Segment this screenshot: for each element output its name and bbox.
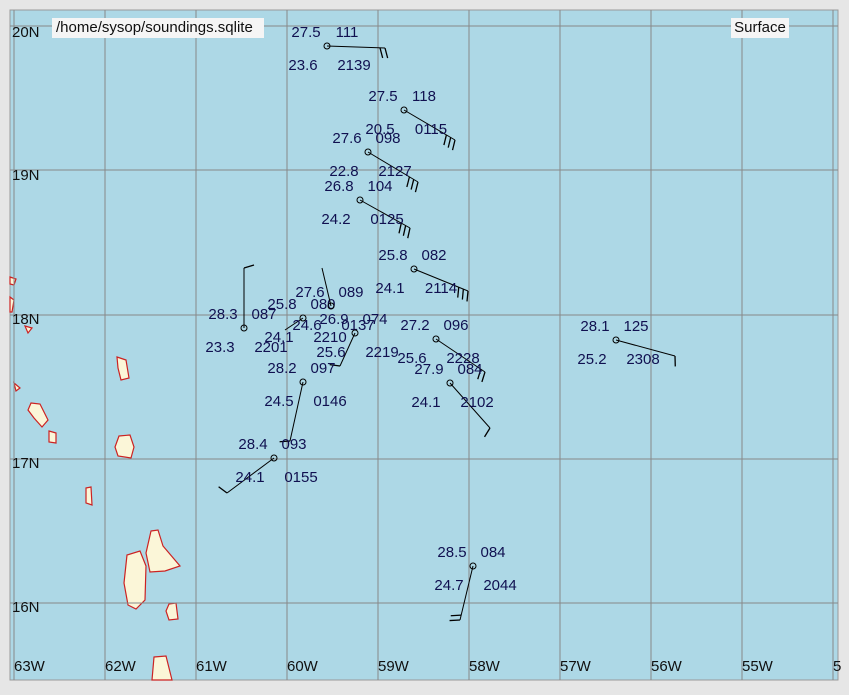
station-time: 2139	[337, 57, 370, 74]
station-temperature: 27.9	[414, 361, 443, 378]
lon-label: 58W	[469, 658, 501, 675]
station-dewpoint: 24.1	[264, 329, 293, 346]
station-time: 0155	[284, 469, 317, 486]
station-time: 0125	[370, 211, 403, 228]
station-temperature: 27.5	[368, 88, 397, 105]
lon-label: 61W	[196, 658, 228, 675]
station-pressure: 084	[480, 544, 505, 561]
lon-label: 63W	[14, 658, 46, 675]
station-temperature: 28.2	[267, 360, 296, 377]
lon-label: 56W	[651, 658, 683, 675]
station-temperature: 28.5	[437, 544, 466, 561]
station-pressure: 125	[623, 318, 648, 335]
station-time: 2219	[365, 344, 398, 361]
station-pressure: 082	[421, 247, 446, 264]
station-dewpoint: 25.6	[316, 344, 345, 361]
source-path: /home/sysop/soundings.sqlite	[56, 19, 253, 36]
station-pressure: 074	[362, 311, 387, 328]
station-time: 2308	[626, 351, 659, 368]
station-temperature: 28.4	[238, 436, 267, 453]
station-pressure: 104	[367, 178, 392, 195]
station-dewpoint: 24.1	[411, 394, 440, 411]
station-dewpoint: 25.2	[577, 351, 606, 368]
station-temperature: 27.6	[295, 284, 324, 301]
station-pressure: 084	[457, 361, 482, 378]
lon-label: 62W	[105, 658, 137, 675]
station-time: 2102	[460, 394, 493, 411]
level-label: Surface	[734, 19, 786, 36]
station-dewpoint: 23.3	[205, 339, 234, 356]
station-dewpoint: 24.1	[235, 469, 264, 486]
station-pressure: 097	[310, 360, 335, 377]
station-pressure: 098	[375, 130, 400, 147]
station-dewpoint: 24.1	[375, 280, 404, 297]
station-dewpoint: 24.7	[434, 577, 463, 594]
station-pressure: 111	[336, 24, 359, 41]
lon-label: 57W	[560, 658, 592, 675]
lon-label: 55W	[742, 658, 774, 675]
station-dewpoint: 24.6	[292, 317, 321, 334]
station-dewpoint: 24.2	[321, 211, 350, 228]
station-pressure: 089	[338, 284, 363, 301]
station-pressure: 096	[443, 317, 468, 334]
station-time: 2114	[425, 280, 457, 297]
lat-label: 19N	[12, 167, 40, 184]
station-dewpoint: 23.6	[288, 57, 317, 74]
station-temperature: 26.9	[319, 311, 348, 328]
lat-label: 20N	[12, 24, 40, 41]
wind-barb	[450, 620, 460, 621]
station-time: 0115	[415, 121, 447, 138]
wind-barb	[451, 615, 461, 616]
station-temperature: 26.8	[324, 178, 353, 195]
station-temperature: 25.8	[378, 247, 407, 264]
station-temperature: 28.3	[208, 306, 237, 323]
station-time: 0146	[313, 393, 346, 410]
lon-label: 60W	[287, 658, 319, 675]
station-temperature: 27.2	[400, 317, 429, 334]
station-dewpoint: 24.5	[264, 393, 293, 410]
station-time: 2044	[483, 577, 516, 594]
lon-label: 5	[833, 658, 841, 675]
station-pressure: 118	[412, 88, 436, 105]
station-pressure: 093	[281, 436, 306, 453]
lat-label: 18N	[12, 311, 40, 328]
lat-label: 17N	[12, 455, 40, 472]
station-temperature: 27.5	[291, 24, 320, 41]
lat-label: 16N	[12, 599, 40, 616]
station-temperature: 25.8	[267, 296, 296, 313]
lon-label: 59W	[378, 658, 410, 675]
station-temperature: 28.1	[580, 318, 609, 335]
station-temperature: 27.6	[332, 130, 361, 147]
